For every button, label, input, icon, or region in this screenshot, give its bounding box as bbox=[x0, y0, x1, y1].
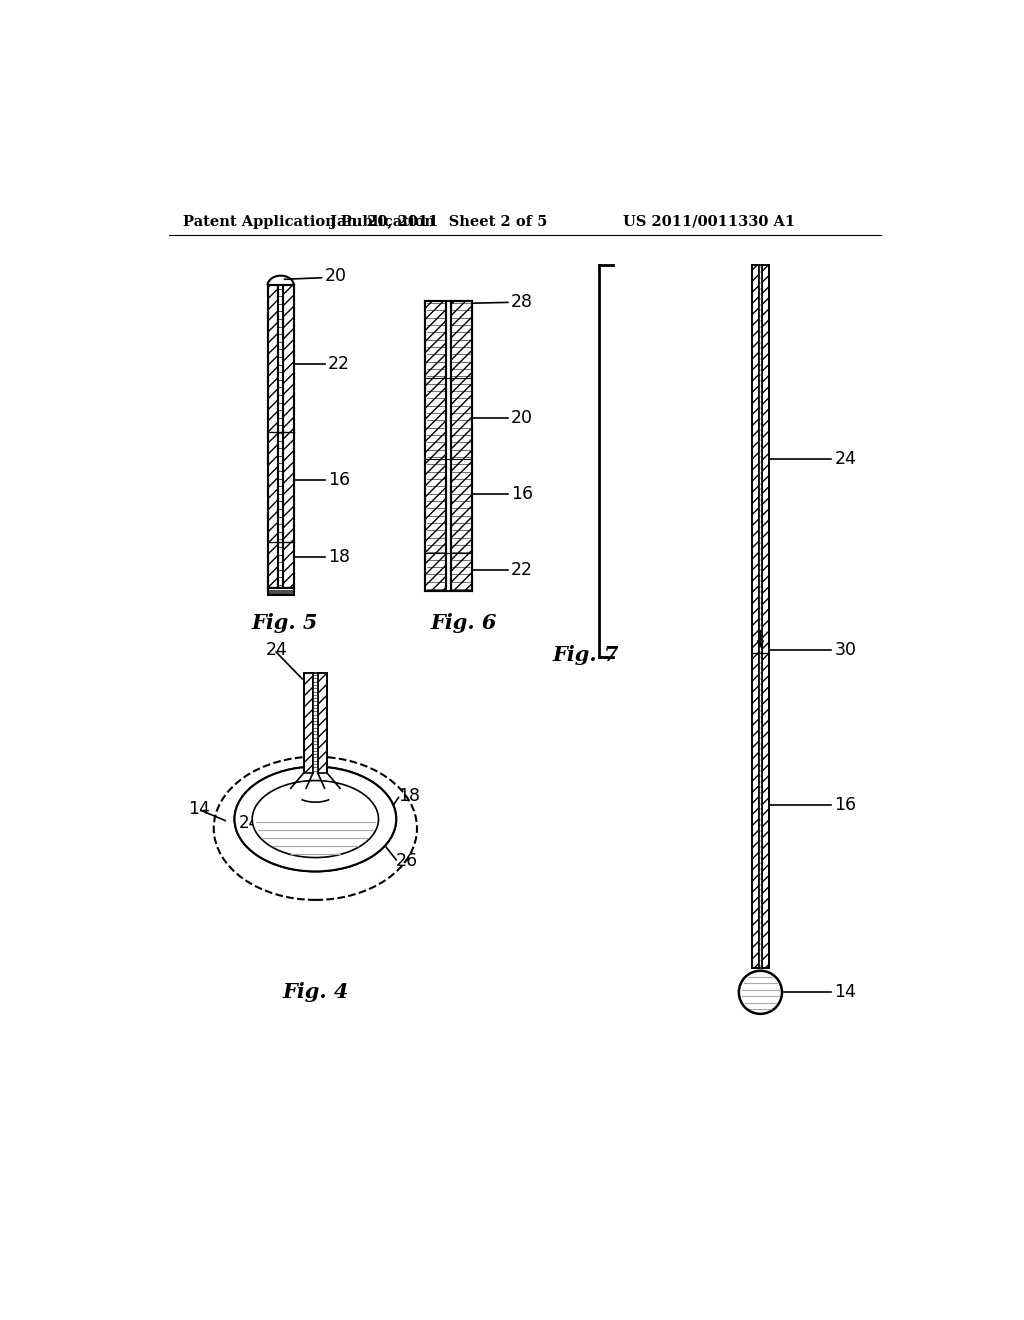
Ellipse shape bbox=[234, 767, 396, 871]
Text: 30: 30 bbox=[835, 640, 856, 659]
Bar bbox=[759, 265, 762, 969]
Text: US 2011/0011330 A1: US 2011/0011330 A1 bbox=[624, 215, 796, 228]
Text: Fig. 5: Fig. 5 bbox=[251, 612, 317, 632]
Text: Fig. 4: Fig. 4 bbox=[283, 982, 348, 1002]
Text: 28: 28 bbox=[511, 293, 532, 312]
Text: 14: 14 bbox=[835, 983, 856, 1002]
Text: 24b: 24b bbox=[239, 814, 270, 832]
Bar bbox=[762, 265, 769, 969]
Bar bbox=[267, 285, 279, 589]
Text: 22: 22 bbox=[328, 355, 349, 374]
Text: 24: 24 bbox=[265, 640, 287, 659]
Text: Fig. 6: Fig. 6 bbox=[431, 614, 498, 634]
Bar bbox=[451, 301, 472, 591]
Text: Patent Application Publication: Patent Application Publication bbox=[183, 215, 435, 228]
Bar bbox=[283, 285, 294, 589]
Text: Jan. 20, 2011  Sheet 2 of 5: Jan. 20, 2011 Sheet 2 of 5 bbox=[330, 215, 547, 228]
Text: 18: 18 bbox=[328, 548, 349, 566]
Text: 18: 18 bbox=[398, 787, 421, 805]
Bar bbox=[279, 285, 283, 589]
Circle shape bbox=[739, 970, 782, 1014]
Text: 24: 24 bbox=[835, 450, 856, 467]
Bar bbox=[752, 265, 759, 969]
Bar bbox=[317, 673, 327, 774]
Text: 14: 14 bbox=[188, 800, 210, 818]
Ellipse shape bbox=[252, 780, 379, 858]
Text: 22: 22 bbox=[511, 561, 532, 579]
Text: 26: 26 bbox=[396, 853, 419, 870]
Bar bbox=[304, 673, 313, 774]
Text: 16: 16 bbox=[511, 486, 534, 503]
Text: 20: 20 bbox=[325, 267, 346, 285]
Bar bbox=[267, 589, 294, 595]
Bar bbox=[313, 673, 317, 774]
Text: 16: 16 bbox=[328, 471, 350, 490]
Text: Fig. 7: Fig. 7 bbox=[553, 645, 618, 665]
Bar bbox=[425, 301, 446, 591]
Text: 16: 16 bbox=[835, 796, 856, 814]
Text: 20: 20 bbox=[511, 409, 532, 426]
